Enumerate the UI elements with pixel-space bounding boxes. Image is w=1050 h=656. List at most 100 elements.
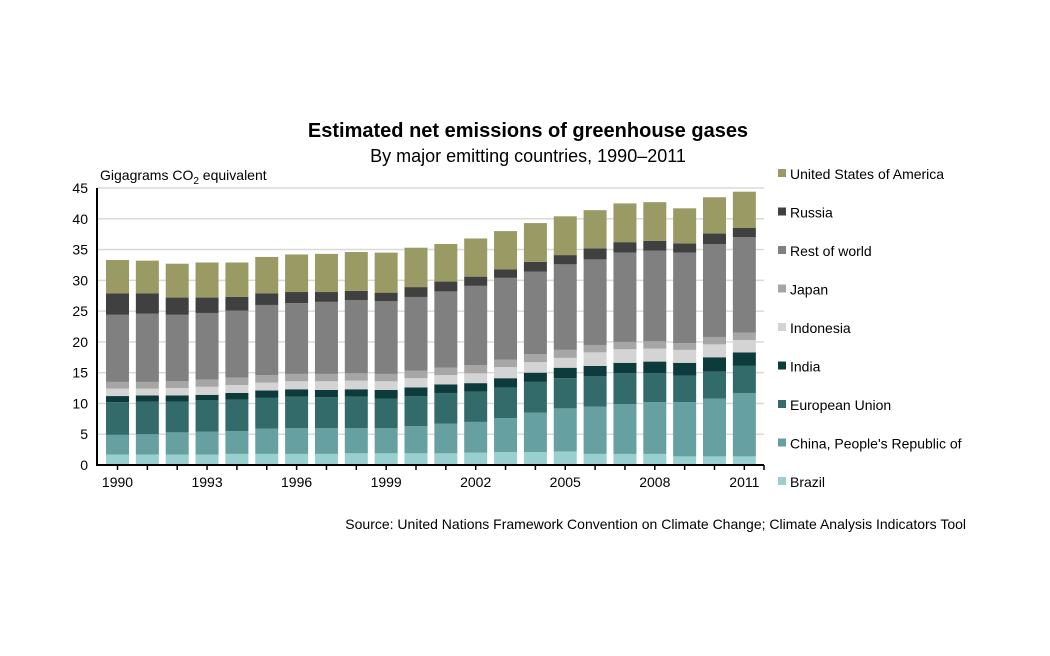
bar-stack-1992 [165, 263, 189, 465]
bar-segment-indonesia [523, 362, 547, 373]
bar-segment-european-union [404, 396, 428, 427]
bar-segment-united-states-of-america [374, 252, 398, 293]
legend-item: Brazil [778, 474, 825, 490]
bar-segment-russia [135, 293, 159, 314]
bar-segment-united-states-of-america [195, 262, 219, 298]
bar-segment-japan [613, 341, 637, 350]
bar-segment-indonesia [225, 384, 249, 393]
y-axis-label: Gigagrams CO2 equivalent [100, 167, 267, 187]
bar-segment-russia [523, 261, 547, 272]
bar-segment-indonesia [613, 349, 637, 363]
bar-stack-2003 [494, 231, 518, 465]
bar-segment-european-union [285, 396, 309, 429]
bar-segment-united-states-of-america [643, 202, 667, 241]
bar-segment-brazil [165, 454, 189, 465]
bar-segment-china-people-s-republic-of [404, 426, 428, 454]
bar-segment-india [673, 362, 697, 376]
bar-segment-indonesia [583, 352, 607, 366]
bar-segment-india [583, 365, 607, 377]
bar-segment-indonesia [314, 381, 338, 390]
x-tick-label: 1990 [102, 474, 133, 490]
bar-segment-european-union [613, 373, 637, 405]
bar-stack-1997 [314, 253, 338, 465]
bar-segment-brazil [703, 456, 726, 465]
bar-segment-china-people-s-republic-of [165, 432, 189, 455]
bar-segment-brazil [255, 453, 279, 465]
bar-stack-2005 [553, 216, 577, 465]
legend-label: United States of America [790, 166, 944, 182]
bar-segment-indonesia [285, 381, 309, 390]
bar-segment-china-people-s-republic-of [195, 431, 219, 455]
bar-segment-rest-of-world [404, 296, 428, 371]
bar-segment-russia [195, 297, 219, 313]
chart-subtitle: By major emitting countries, 1990–2011 [370, 146, 686, 166]
bar-segment-china-people-s-republic-of [464, 421, 488, 453]
bar-segment-united-states-of-america [135, 260, 159, 294]
bar-segment-indonesia [165, 388, 189, 396]
bar-stack-2001 [434, 244, 458, 465]
legend-label: China, People's Republic of [790, 436, 962, 452]
bar-segment-russia [285, 292, 309, 304]
bar-segment-india [285, 389, 309, 397]
bar-segment-european-union [494, 387, 518, 419]
legend-item: Russia [778, 205, 833, 221]
legend-item: United States of America [778, 166, 944, 182]
bar-segment-european-union [673, 375, 697, 403]
bar-segment-united-states-of-america [523, 223, 547, 262]
bar-segment-china-people-s-republic-of [613, 404, 637, 454]
legend: United States of America Russia Rest of wo… [778, 166, 962, 490]
bar-segment-rest-of-world [106, 314, 129, 382]
bar-segment-european-union [314, 397, 338, 429]
bar-segment-brazil [494, 452, 518, 465]
bar-segment-russia [732, 228, 756, 238]
bar-segment-indonesia [643, 348, 667, 362]
bar-segment-brazil [404, 453, 428, 465]
bar-stack-1991 [135, 260, 159, 465]
y-axis-label-rest: equivalent [199, 167, 267, 183]
bar-segment-russia [643, 240, 667, 251]
bar-segment-china-people-s-republic-of [344, 428, 368, 454]
bar-segment-japan [285, 373, 309, 382]
bar-segment-china-people-s-republic-of [732, 392, 756, 457]
legend-item: India [778, 359, 821, 375]
bar-segment-european-union [344, 396, 368, 429]
bar-segment-japan [643, 341, 667, 349]
bar-segment-united-states-of-america [285, 254, 309, 293]
bar-segment-indonesia [434, 375, 458, 385]
bar-segment-brazil [613, 453, 637, 465]
bar-stack-2009 [673, 208, 697, 465]
bar-segment-rest-of-world [255, 304, 279, 376]
bar-segment-united-states-of-america [314, 253, 338, 293]
bar-segment-indonesia [703, 344, 726, 358]
bar-segment-india [225, 392, 249, 400]
bar-segment-russia [553, 255, 577, 265]
y-axis-ticks: 0 5 10 15 20 25 30 35 40 45 [72, 180, 88, 473]
bar-segment-united-states-of-america [583, 210, 607, 249]
bar-segment-japan [344, 373, 368, 381]
bar-segment-china-people-s-republic-of [703, 398, 726, 457]
y-tick-label: 5 [80, 426, 88, 442]
bar-segment-russia [106, 293, 129, 315]
bar-segment-rest-of-world [613, 252, 637, 342]
bar-segment-brazil [374, 453, 398, 465]
bar-segment-japan [553, 349, 577, 358]
legend-swatch [778, 438, 786, 447]
bar-segment-united-states-of-america [344, 252, 368, 291]
bar-segment-china-people-s-republic-of [673, 402, 697, 457]
bar-segment-rest-of-world [464, 285, 488, 366]
legend-label: Rest of world [790, 243, 872, 259]
bar-segment-russia [494, 269, 518, 278]
bar-segment-china-people-s-republic-of [255, 428, 279, 454]
bar-segment-china-people-s-republic-of [285, 428, 309, 454]
bar-segment-india [523, 372, 547, 382]
bar-segment-united-states-of-america [255, 256, 279, 294]
bar-segment-indonesia [255, 382, 279, 391]
bar-segment-japan [374, 373, 398, 382]
bar-segment-rest-of-world [732, 237, 756, 333]
bar-stack-1995 [255, 256, 279, 465]
bar-segment-china-people-s-republic-of [225, 431, 249, 454]
bar-segment-brazil [285, 453, 309, 465]
bar-segment-european-union [523, 381, 547, 413]
bar-segment-indonesia [135, 388, 159, 396]
